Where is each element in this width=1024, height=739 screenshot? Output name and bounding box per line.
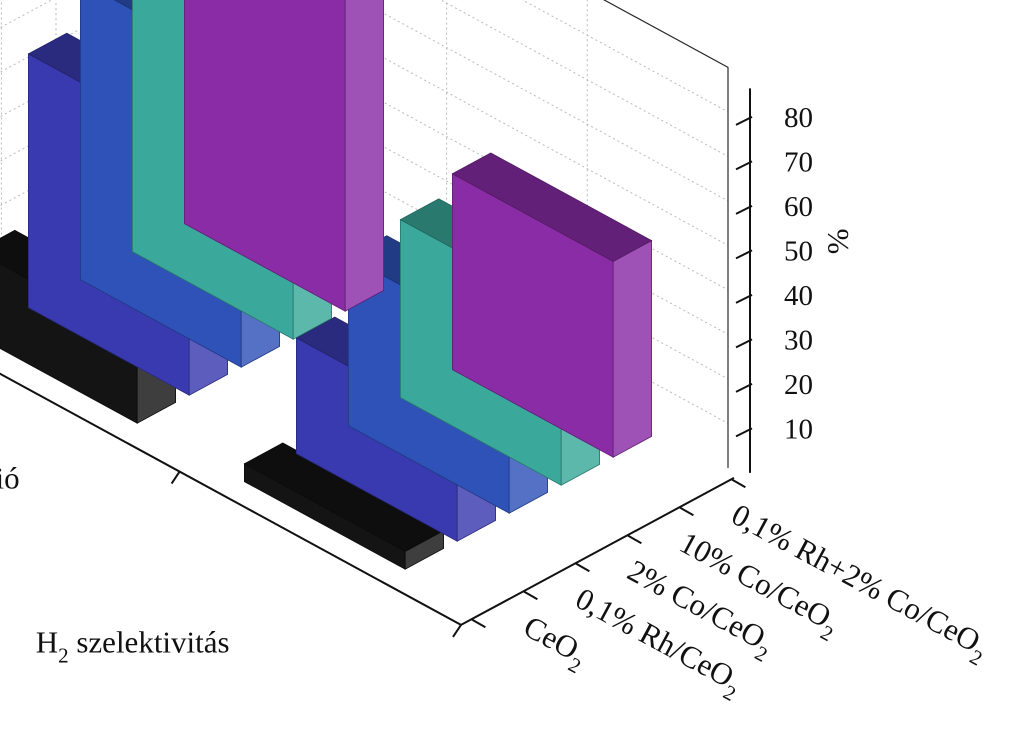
z-tick (735, 205, 753, 215)
category-tick (522, 590, 538, 601)
category-tick (626, 534, 642, 545)
gridline-right-wall (358, 0, 729, 202)
series-label-etoh: EtOH konverzió (0, 461, 20, 496)
z-tick (735, 427, 753, 438)
bar-face-front (183, 0, 346, 312)
z-tick-label: 30 (784, 324, 813, 356)
bar-h2-4 (451, 152, 653, 458)
z-tick-label: 40 (784, 280, 813, 312)
category-axis (460, 477, 735, 626)
bar-face-side (344, 0, 385, 312)
z-tick (735, 338, 753, 349)
z-tick-label: 10 (784, 413, 813, 445)
chart-bars (0, 0, 653, 570)
series-label-rest: szelektivitás (69, 625, 230, 660)
gridline-right-wall (276, 0, 729, 246)
category-label-0: CeO2 (514, 609, 594, 679)
series-tick (452, 624, 462, 638)
bar-etoh-4 (183, 0, 385, 312)
chart-axes (0, 88, 753, 638)
series-tick (170, 471, 181, 485)
category-tick (470, 618, 486, 629)
z-tick (735, 116, 753, 126)
z-axis-title: % (820, 228, 855, 254)
z-tick (735, 383, 753, 393)
category-tick (730, 478, 746, 489)
series-label-h2: H2 szelektivitás (36, 625, 230, 668)
bar-h2-0 (243, 442, 445, 570)
category-tick (678, 506, 694, 517)
z-tick-label: 50 (784, 235, 813, 267)
bar-face-top (451, 152, 653, 262)
z-tick-label: 70 (784, 146, 813, 178)
bar-face-side (612, 239, 652, 458)
z-tick-label: 20 (784, 369, 813, 401)
gridline-left-wall (0, 0, 53, 29)
category-tick (574, 562, 590, 573)
z-tick (735, 160, 753, 171)
z-tick-label: 60 (784, 191, 813, 223)
series-label-main: H (36, 625, 58, 660)
wall-frame (603, 0, 729, 468)
z-tick (735, 294, 753, 304)
series-label-sub: 2 (58, 644, 69, 668)
z-tick (735, 249, 753, 260)
z-tick-label: 80 (784, 102, 813, 134)
